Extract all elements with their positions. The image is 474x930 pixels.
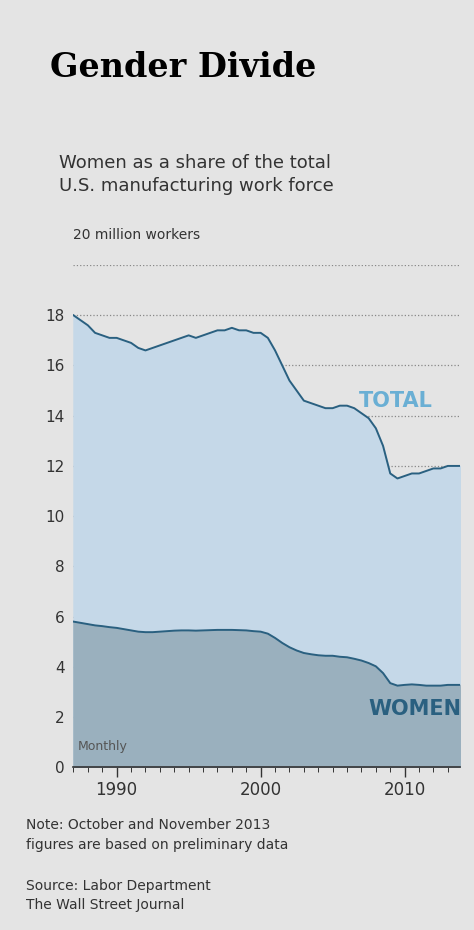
Text: Gender Divide: Gender Divide	[50, 51, 316, 84]
Text: Women as a share of the total
U.S. manufacturing work force: Women as a share of the total U.S. manuf…	[59, 153, 334, 195]
Text: 20 million workers: 20 million workers	[73, 228, 201, 242]
Text: TOTAL: TOTAL	[358, 391, 432, 411]
Text: WOMEN: WOMEN	[369, 699, 462, 720]
Text: Note: October and November 2013
figures are based on preliminary data: Note: October and November 2013 figures …	[26, 818, 289, 852]
Text: Source: Labor Department
The Wall Street Journal: Source: Labor Department The Wall Street…	[26, 879, 211, 912]
Text: Monthly: Monthly	[78, 740, 128, 753]
